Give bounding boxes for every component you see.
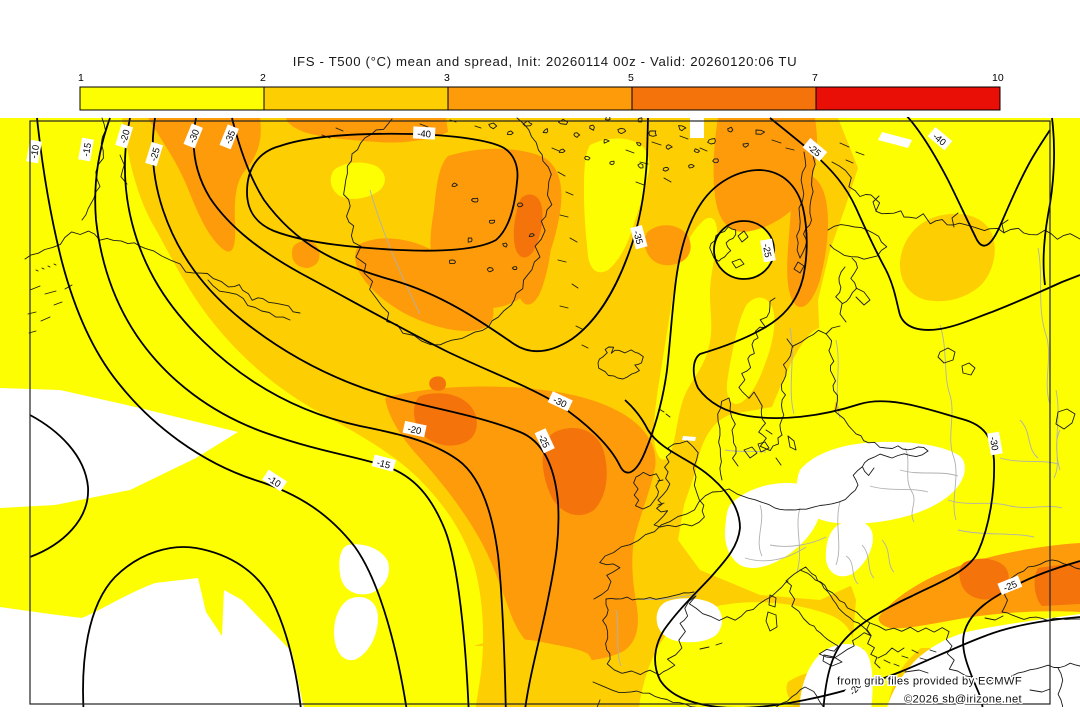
svg-text:-30: -30 — [551, 395, 568, 411]
svg-text:-40: -40 — [417, 129, 431, 141]
svg-text:1: 1 — [78, 72, 84, 84]
svg-text:-15: -15 — [375, 457, 391, 471]
svg-text:10: 10 — [992, 72, 1004, 84]
svg-text:-25: -25 — [535, 433, 551, 450]
svg-text:-30: -30 — [187, 128, 202, 145]
svg-text:-35: -35 — [630, 230, 644, 246]
svg-text:-25: -25 — [1002, 579, 1019, 594]
svg-text:©2026 sb@irizone.net: ©2026 sb@irizone.net — [904, 694, 1023, 706]
svg-text:-20: -20 — [406, 424, 422, 438]
svg-text:-20: -20 — [118, 128, 133, 144]
svg-text:3: 3 — [444, 72, 450, 84]
svg-text:-30: -30 — [987, 436, 1000, 451]
svg-text:-35: -35 — [223, 129, 238, 146]
svg-text:-25: -25 — [148, 146, 163, 162]
svg-text:-10: -10 — [29, 144, 42, 159]
svg-text:from grib files provided by EC: from grib files provided by ECMWF — [837, 676, 1022, 688]
svg-text:7: 7 — [812, 72, 818, 84]
svg-text:IFS - T500 (°C) mean and sprea: IFS - T500 (°C) mean and spread, Init: 2… — [293, 54, 798, 69]
svg-text:-15: -15 — [81, 142, 94, 157]
svg-text:5: 5 — [628, 72, 634, 84]
svg-text:-25: -25 — [760, 243, 773, 258]
svg-text:2: 2 — [260, 72, 266, 84]
